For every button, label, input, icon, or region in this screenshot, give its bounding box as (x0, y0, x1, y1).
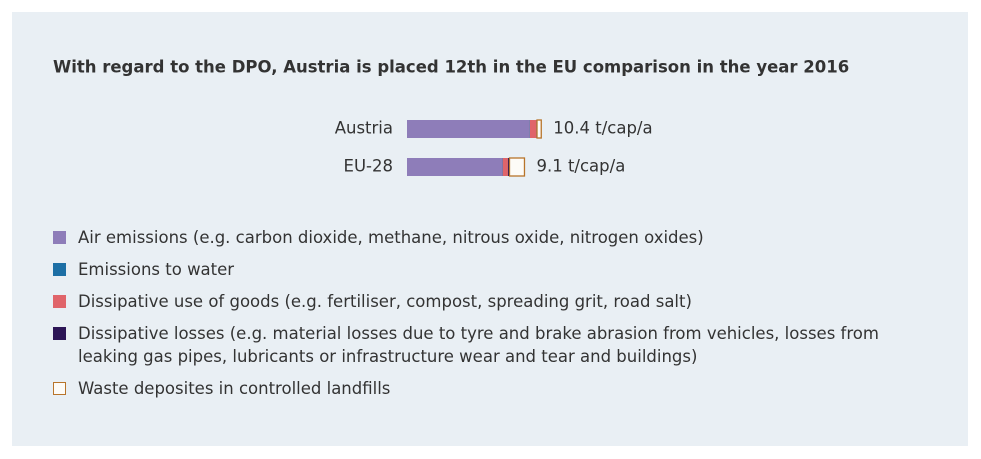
chart: With regard to the DPO, Austria is place… (53, 58, 849, 177)
legend-label: Waste deposites in controlled landfills (78, 379, 391, 398)
legend-swatch (53, 382, 66, 395)
panel (12, 12, 968, 446)
legend-item: Emissions to water (53, 258, 908, 281)
bar-segment (407, 120, 530, 138)
legend-swatch (53, 295, 66, 308)
chart-title: With regard to the DPO, Austria is place… (53, 58, 849, 77)
legend-label: Emissions to water (78, 260, 235, 279)
legend-label: Dissipative losses (e.g. material losses… (78, 324, 879, 366)
legend-swatch (53, 263, 66, 276)
legend-item: Dissipative losses (e.g. material losses… (53, 322, 908, 368)
category-label: Austria (335, 119, 393, 138)
legend-label: Air emissions (e.g. carbon dioxide, meth… (78, 228, 704, 247)
legend-item: Air emissions (e.g. carbon dioxide, meth… (53, 226, 908, 249)
bar-segment (508, 157, 526, 177)
legend-item: Dissipative use of goods (e.g. fertilise… (53, 290, 908, 313)
bar-segment (536, 119, 542, 139)
legend-item: Waste deposites in controlled landfills (53, 377, 908, 400)
legend-swatch (53, 231, 66, 244)
bar-segment (502, 158, 504, 176)
bar-segment (502, 158, 508, 176)
bar-segment (529, 120, 531, 138)
legend-swatch (53, 327, 66, 340)
legend-label: Dissipative use of goods (e.g. fertilise… (78, 292, 692, 311)
category-label: EU-28 (344, 157, 393, 176)
total-label: 10.4 t/cap/a (553, 119, 652, 138)
bar-segment (529, 120, 537, 138)
total-label: 9.1 t/cap/a (536, 157, 625, 176)
bar-segment (407, 158, 503, 176)
bar-segment (507, 158, 510, 176)
